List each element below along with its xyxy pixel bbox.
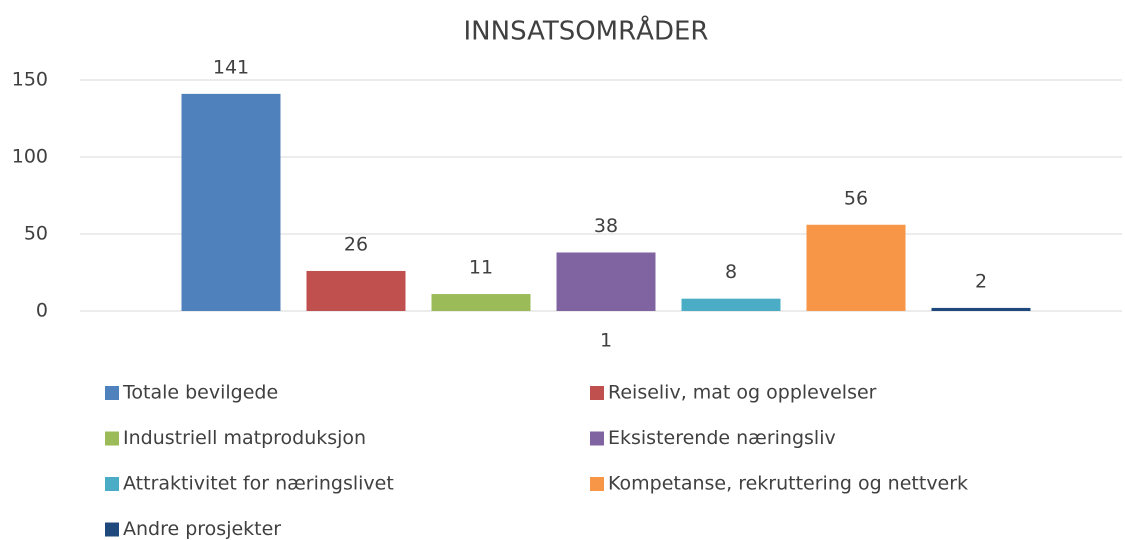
legend-swatch — [105, 522, 119, 537]
bar — [181, 93, 281, 311]
bar — [681, 298, 781, 311]
legend-label: Kompetanse, rekruttering og nettverk — [608, 473, 968, 495]
legend-label: Reiseliv, mat og opplevelser — [608, 382, 877, 404]
legend-label: Totale bevilgede — [122, 382, 278, 404]
legend-label: Industriell matproduksjon — [123, 427, 366, 449]
bar — [431, 294, 531, 311]
data-label: 56 — [844, 187, 868, 209]
data-label: 26 — [344, 233, 368, 255]
legend-swatch — [590, 431, 604, 446]
legend-swatch — [105, 386, 119, 400]
legend-label: Attraktivitet for næringslivet — [123, 473, 394, 495]
legend-swatch — [590, 477, 604, 491]
legend-label: Eksisterende næringsliv — [608, 427, 836, 449]
y-tick-label: 0 — [36, 300, 48, 322]
chart-title: INNSATSOMRÅDER — [464, 15, 709, 47]
data-label: 2 — [975, 270, 987, 292]
data-label: 8 — [725, 261, 737, 283]
bar — [556, 252, 656, 311]
y-tick-label: 150 — [12, 69, 48, 91]
bar — [306, 270, 406, 311]
y-tick-label: 100 — [12, 146, 48, 168]
data-label: 11 — [469, 257, 493, 279]
bar — [806, 224, 906, 311]
x-tick-label: 1 — [600, 330, 612, 352]
legend-swatch — [105, 431, 119, 446]
bar — [931, 307, 1031, 311]
legend-label: Andre prosjekter — [123, 518, 281, 540]
y-tick-label: 50 — [24, 223, 48, 245]
legend-swatch — [590, 386, 604, 400]
legend-swatch — [105, 477, 119, 491]
data-label: 141 — [213, 56, 249, 78]
data-label: 38 — [594, 215, 618, 237]
